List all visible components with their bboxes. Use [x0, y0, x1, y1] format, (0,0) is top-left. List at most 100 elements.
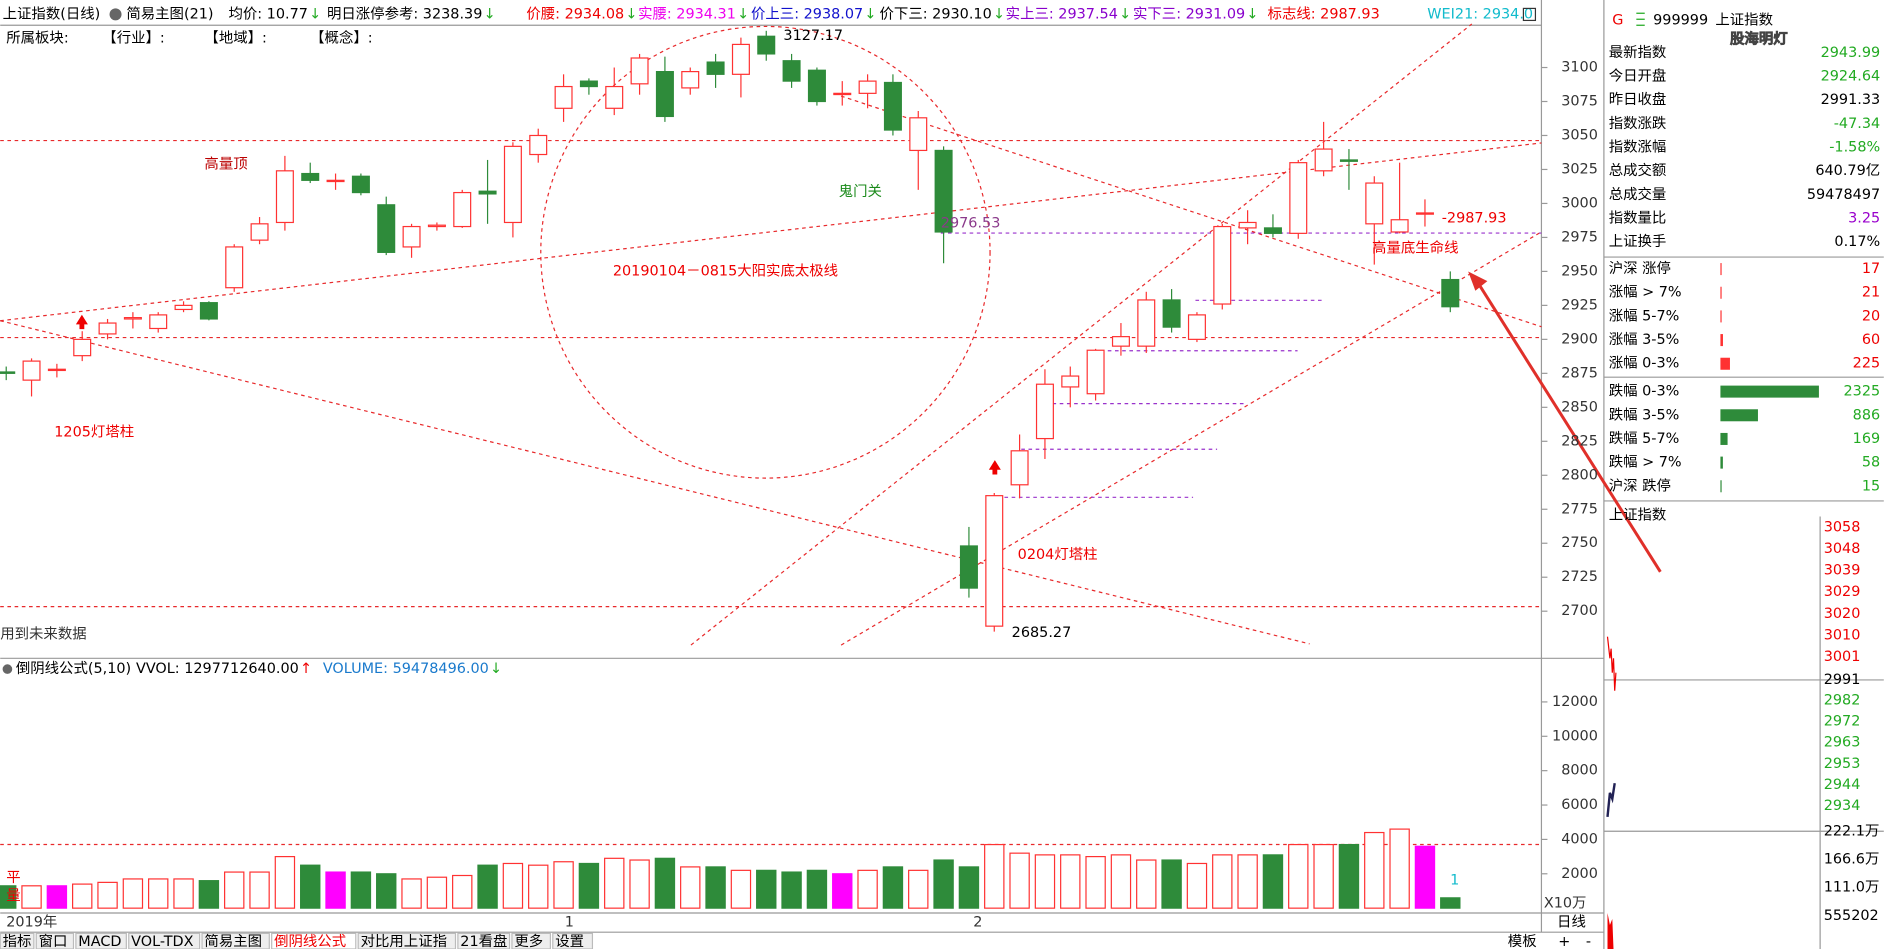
quote-label: 昨日收盘	[1609, 90, 1667, 108]
candle-body	[681, 70, 700, 89]
annotation: 1205灯塔柱	[54, 423, 134, 440]
stat-label: 跌幅 5-7%	[1609, 430, 1680, 447]
stat-bar	[1720, 263, 1722, 276]
candle-body	[706, 61, 725, 75]
stat-label: 涨幅 5-7%	[1609, 307, 1680, 324]
y-tick-label: 3025	[1561, 161, 1598, 177]
y-tick-label: 2750	[1561, 535, 1598, 551]
volume-arrow: ↓	[490, 661, 502, 677]
candle-body	[605, 85, 624, 109]
unit-label: X10万	[1544, 895, 1587, 911]
volume-bar	[806, 869, 828, 909]
y-tick-label: 3075	[1561, 93, 1598, 109]
tab-label[interactable]: 窗口	[39, 932, 68, 949]
tab-label[interactable]: -	[1586, 934, 1591, 949]
volume-bar	[452, 874, 473, 909]
volume-bar	[629, 859, 650, 909]
axis-label: 555202	[1824, 908, 1879, 924]
volume-bar	[1237, 854, 1258, 909]
candle-body	[731, 43, 750, 75]
volume-bar	[1034, 854, 1056, 909]
stat-bar	[1720, 310, 1722, 323]
vvol-arrow: ↑	[300, 661, 312, 677]
axis-label: 2963	[1824, 735, 1861, 751]
volume-bar	[1009, 852, 1030, 909]
tab-label[interactable]: 简易主图	[204, 933, 262, 949]
pointer-arrow-head	[1468, 271, 1488, 291]
tab-label[interactable]: 倒阴线公式	[274, 933, 346, 949]
candle-body	[529, 134, 548, 156]
trend-line	[690, 23, 1473, 646]
intraday-line	[1606, 783, 1616, 817]
tab-label[interactable]: 模板	[1508, 932, 1537, 949]
indicator-arrow: ↓	[864, 6, 876, 22]
quote-value: 2943.99	[1821, 45, 1881, 61]
tab-label[interactable]: 对比用上证指	[361, 933, 447, 949]
annotation: 鬼门关	[839, 183, 882, 200]
annotation: 2685.27	[1012, 625, 1072, 641]
volume-bar	[578, 862, 600, 909]
quote-label: 上证换手	[1609, 233, 1667, 250]
indicator-arrow: ↓	[993, 6, 1005, 22]
tab-label[interactable]: 更多	[514, 933, 543, 949]
volume-bar	[148, 878, 169, 909]
candle-body	[1365, 182, 1384, 225]
candle-body	[149, 314, 168, 330]
icon	[2, 664, 13, 674]
volume-bar	[1389, 828, 1410, 909]
volume-bar	[1364, 831, 1385, 909]
volume-bar	[984, 843, 1005, 909]
quote-label: 指数涨跌	[1609, 115, 1667, 132]
axis-label: 2991	[1824, 672, 1861, 688]
stat-bar	[1720, 334, 1723, 347]
axis-label: 3010	[1824, 627, 1861, 643]
volume-bar	[249, 871, 270, 909]
quote-label: 总成交额	[1609, 161, 1667, 179]
tab-label[interactable]: MACD	[78, 934, 121, 949]
y-tick-label: 2700	[1561, 603, 1598, 619]
y-tick-label: 4000	[1561, 831, 1598, 847]
quote-value: -47.34	[1834, 116, 1880, 132]
y-tick-label: 2775	[1561, 501, 1598, 517]
stat-bar	[1720, 432, 1728, 445]
annotation: -2987.93	[1442, 211, 1507, 227]
quote-value: 59478497	[1807, 187, 1880, 203]
sector-label: 【概念】:	[310, 28, 372, 46]
candle-body	[1086, 349, 1105, 395]
candle-body	[1314, 148, 1333, 172]
candle-body	[453, 191, 472, 228]
volume-bar	[173, 878, 194, 909]
tab-label[interactable]: 日线	[1557, 914, 1586, 931]
stat-label: 沪深 跌停	[1609, 477, 1671, 494]
axis-label: 3048	[1824, 541, 1861, 557]
tab-label[interactable]: 21看盘	[460, 932, 507, 949]
candle-body	[351, 175, 370, 194]
candle-body	[503, 145, 522, 224]
tab	[271, 932, 357, 949]
tab	[75, 932, 127, 949]
candle-body	[883, 81, 902, 131]
candle-body	[1441, 278, 1460, 308]
stat-label: 跌幅 3-5%	[1609, 406, 1680, 423]
y-tick-label: 2725	[1561, 569, 1598, 585]
stat-value: 886	[1853, 407, 1881, 423]
volume-bar	[933, 859, 954, 909]
tab-label[interactable]: VOL-TDX	[131, 934, 193, 949]
volume-bar	[958, 866, 980, 909]
quote-label: 指数涨幅	[1609, 139, 1667, 156]
candle-body	[1238, 221, 1257, 229]
volume-bar	[528, 864, 549, 909]
indicator-field: 实下三: 2931.09	[1133, 5, 1245, 22]
data-label: 1	[1450, 873, 1459, 889]
candle-body	[807, 69, 826, 103]
tab-label[interactable]: 指标	[3, 933, 32, 949]
tab-label[interactable]: 设置	[555, 933, 584, 949]
y-tick-label: 2875	[1561, 365, 1598, 381]
watermark: 股海明灯	[1730, 31, 1788, 48]
quote-value: 2924.64	[1821, 69, 1881, 85]
tab-label[interactable]: +	[1558, 934, 1570, 949]
stat-value: 2325	[1844, 384, 1881, 400]
volume-bar	[21, 885, 42, 909]
volume-bar	[198, 880, 220, 909]
candle-body	[1010, 450, 1029, 486]
